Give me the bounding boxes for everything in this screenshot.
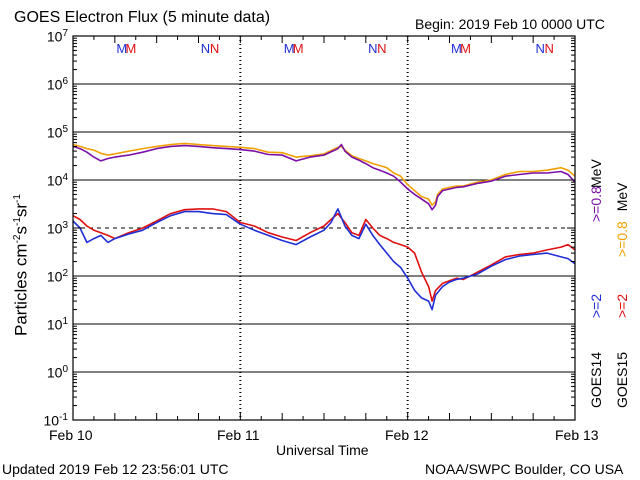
marker-m-4: M	[284, 41, 295, 56]
marker-m-5: M	[293, 41, 304, 56]
legend-goes15-2-label: >=2	[614, 293, 630, 318]
marker-m-8: M	[451, 41, 462, 56]
marker-n-10: N	[535, 41, 544, 56]
marker-m-1: M	[125, 41, 136, 56]
ytick-exponent: 6	[62, 76, 68, 87]
ytick-label-1: 106	[47, 74, 68, 93]
legend-goes15-2-mev: >=2	[614, 294, 630, 318]
mn-markers: MM N N MM N N MM N N	[116, 41, 554, 56]
ytick-exponent: 7	[62, 28, 68, 39]
begin-timestamp: Begin: 2019 Feb 10 0000 UTC	[415, 16, 605, 32]
x-tick-feb12: Feb 12	[385, 427, 429, 443]
y-axis-label-exp1: -2	[12, 234, 23, 244]
ytick-label-8: 10-1	[44, 410, 68, 429]
series-goes14-2-mev	[72, 208, 576, 311]
ytick-exponent: 2	[62, 268, 68, 279]
ytick-exponent: 0	[62, 364, 68, 375]
ytick-exponent: 3	[62, 220, 68, 231]
series-goes15-0-8-mev	[72, 142, 576, 206]
marker-m-0: M	[116, 41, 127, 56]
y-axis-label-s: s	[11, 226, 31, 235]
x-tick-feb13: Feb 13	[555, 427, 599, 443]
x-axis-label: Universal Time	[276, 442, 369, 458]
ytick-base: 10	[46, 172, 63, 189]
ytick-label-0: 107	[47, 26, 68, 45]
y-axis-label: Particles cm-2s-1sr-1	[8, 194, 31, 336]
updated-timestamp: Updated 2019 Feb 12 23:56:01 UTC	[2, 461, 229, 477]
legend-goes15-08-mev: >=0.8 MeV	[614, 182, 630, 257]
legend-goes14-2-mev: >=2	[588, 294, 604, 318]
y-axis-label-exp2: -1	[12, 217, 23, 227]
ytick-label-3: 104	[47, 170, 68, 189]
ytick-label-2: 105	[47, 122, 68, 141]
legend-goes15-sat: GOES15	[614, 351, 630, 408]
ytick-base: 10	[46, 268, 63, 285]
series-goes15-2-mev	[72, 208, 576, 302]
y-axis-label-main: Particles cm	[11, 243, 31, 336]
marker-n-3: N	[210, 41, 219, 56]
marker-n-6: N	[368, 41, 377, 56]
ytick-base: 10	[46, 76, 63, 93]
axis-ticks	[72, 35, 576, 421]
series-goes14-0-8-mev	[72, 143, 576, 211]
ytick-base: 10	[43, 412, 60, 429]
ytick-exponent: 5	[62, 124, 68, 135]
chart-title: GOES Electron Flux (5 minute data)	[14, 9, 271, 26]
legend-mev-label-lower: MeV	[588, 159, 604, 188]
y-axis-label-sr: sr	[11, 202, 31, 218]
ytick-label-5: 102	[47, 266, 68, 285]
legend-goes15-08-label: >=0.8	[614, 221, 630, 257]
marker-n-11: N	[545, 41, 554, 56]
x-tick-feb11: Feb 11	[217, 427, 260, 443]
x-tick-feb10: Feb 10	[49, 427, 93, 443]
ytick-exponent: 4	[62, 172, 68, 183]
y-axis-label-exp3: -1	[12, 194, 23, 203]
marker-m-9: M	[460, 41, 471, 56]
legend-goes14-08-label: >=0.8	[588, 186, 604, 222]
series-lines	[72, 142, 576, 311]
marker-n-2: N	[201, 41, 210, 56]
ytick-base: 10	[46, 220, 63, 237]
legend-goes14-sat: GOES14	[588, 351, 604, 408]
legend-goes14-08-mev: >=0.8	[588, 186, 604, 222]
marker-n-7: N	[377, 41, 386, 56]
ytick-label-6: 101	[47, 314, 68, 333]
legend-mev-label-upper: MeV	[614, 182, 630, 212]
ytick-base: 10	[46, 124, 63, 141]
ytick-label-7: 100	[47, 362, 68, 381]
ytick-exponent: -1	[59, 412, 68, 423]
ytick-exponent: 1	[62, 316, 68, 327]
ytick-base: 10	[46, 316, 63, 333]
noaa-credit: NOAA/SWPC Boulder, CO USA	[425, 461, 624, 477]
ytick-label-4: 103	[47, 218, 68, 237]
legend-goes14-2-label: >=2	[588, 293, 604, 318]
ytick-base: 10	[46, 28, 63, 45]
ytick-base: 10	[46, 364, 63, 381]
